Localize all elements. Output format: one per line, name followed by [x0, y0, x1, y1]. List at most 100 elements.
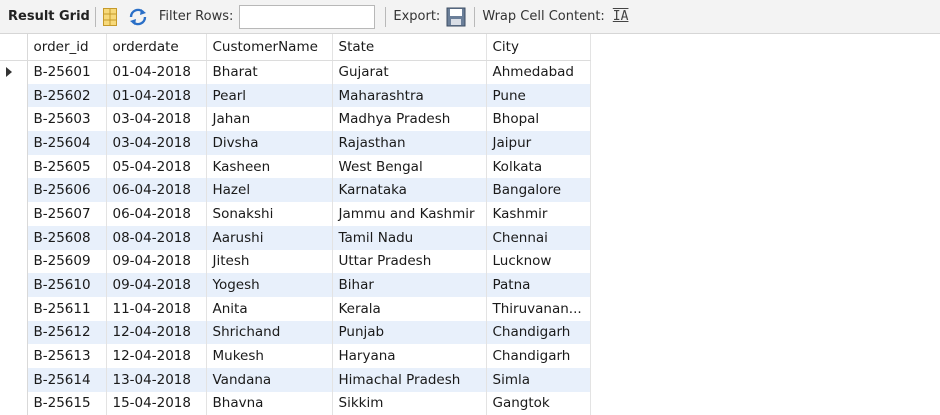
cell-state[interactable]: Tamil Nadu — [332, 225, 487, 250]
row-indicator[interactable] — [0, 344, 28, 368]
column-header-customername[interactable]: CustomerName — [206, 34, 333, 61]
cell-orderdate[interactable]: 06-04-2018 — [106, 202, 207, 226]
cell-customername[interactable]: Bhavna — [206, 391, 333, 415]
row-indicator[interactable] — [0, 296, 28, 321]
row-indicator[interactable] — [0, 367, 28, 392]
cell-order-id[interactable]: B-25614 — [27, 367, 107, 392]
refresh-icon[interactable] — [127, 8, 149, 26]
cell-state[interactable]: Madhya Pradesh — [332, 107, 487, 132]
cell-customername[interactable]: Vandana — [206, 367, 333, 392]
row-indicator[interactable] — [0, 249, 28, 274]
cell-order-id[interactable]: B-25605 — [27, 154, 107, 179]
cell-order-id[interactable]: B-25609 — [27, 249, 107, 274]
table-row[interactable]: B-25615 15-04-2018 Bhavna Sikkim Gangtok — [0, 391, 591, 415]
row-indicator[interactable] — [0, 154, 28, 179]
cell-orderdate[interactable]: 01-04-2018 — [106, 60, 207, 84]
table-row[interactable]: B-25612 12-04-2018 Shrichand Punjab Chandiga… — [0, 320, 591, 345]
cell-customername[interactable]: Divsha — [206, 131, 333, 155]
cell-customername[interactable]: Pearl — [206, 83, 333, 108]
cell-customername[interactable]: Sonakshi — [206, 202, 333, 226]
row-indicator[interactable] — [0, 202, 28, 226]
cell-orderdate[interactable]: 06-04-2018 — [106, 178, 207, 203]
row-indicator[interactable] — [0, 131, 28, 155]
cell-order-id[interactable]: B-25612 — [27, 320, 107, 345]
row-indicator[interactable] — [0, 273, 28, 297]
table-row[interactable]: B-25605 05-04-2018 Kasheen West Bengal Kolka… — [0, 154, 591, 179]
column-header-order-id[interactable]: order_id — [27, 34, 107, 61]
cell-state[interactable]: Himachal Pradesh — [332, 367, 487, 392]
cell-customername[interactable]: Mukesh — [206, 344, 333, 368]
cell-city[interactable]: Kolkata — [486, 154, 591, 179]
filter-rows-input[interactable] — [239, 4, 376, 29]
cell-customername[interactable]: Shrichand — [206, 320, 333, 345]
cell-orderdate[interactable]: 12-04-2018 — [106, 344, 207, 368]
table-row[interactable]: B-25603 03-04-2018 Jahan Madhya Pradesh Bhop… — [0, 107, 591, 132]
cell-order-id[interactable]: B-25615 — [27, 391, 107, 415]
cell-order-id[interactable]: B-25608 — [27, 225, 107, 250]
table-row[interactable]: B-25602 01-04-2018 Pearl Maharashtra Pune — [0, 83, 591, 108]
cell-state[interactable]: Sikkim — [332, 391, 487, 415]
row-indicator[interactable] — [0, 178, 28, 203]
table-row[interactable]: B-25608 08-04-2018 Aarushi Tamil Nadu Chenna… — [0, 225, 591, 250]
cell-orderdate[interactable]: 03-04-2018 — [106, 107, 207, 132]
cell-order-id[interactable]: B-25607 — [27, 202, 107, 226]
table-row[interactable]: B-25601 01-04-2018 Bharat Gujarat Ahmedabad — [0, 60, 591, 84]
cell-orderdate[interactable]: 12-04-2018 — [106, 320, 207, 345]
cell-state[interactable]: Kerala — [332, 296, 487, 321]
cell-customername[interactable]: Hazel — [206, 178, 333, 203]
table-row[interactable]: B-25614 13-04-2018 Vandana Himachal Pradesh… — [0, 367, 591, 392]
cell-city[interactable]: Bangalore — [486, 178, 591, 203]
cell-orderdate[interactable]: 09-04-2018 — [106, 249, 207, 274]
cell-state[interactable]: West Bengal — [332, 154, 487, 179]
table-row[interactable]: B-25611 11-04-2018 Anita Kerala Thiruvanan..… — [0, 296, 591, 321]
wrap-cell-icon[interactable]: IA — [612, 9, 629, 24]
cell-state[interactable]: Karnataka — [332, 178, 487, 203]
cell-customername[interactable]: Kasheen — [206, 154, 333, 179]
cell-customername[interactable]: Jahan — [206, 107, 333, 132]
export-icon[interactable] — [446, 7, 466, 27]
cell-order-id[interactable]: B-25611 — [27, 296, 107, 321]
cell-orderdate[interactable]: 15-04-2018 — [106, 391, 207, 415]
cell-state[interactable]: Haryana — [332, 344, 487, 368]
table-row[interactable]: B-25606 06-04-2018 Hazel Karnataka Bangalore — [0, 178, 591, 203]
cell-order-id[interactable]: B-25602 — [27, 83, 107, 108]
cell-state[interactable]: Rajasthan — [332, 131, 487, 155]
table-row[interactable]: B-25609 09-04-2018 Jitesh Uttar Pradesh Luck… — [0, 249, 591, 274]
row-indicator[interactable] — [0, 320, 28, 345]
cell-city[interactable]: Kashmir — [486, 202, 591, 226]
cell-city[interactable]: Thiruvanan... — [486, 296, 591, 321]
cell-orderdate[interactable]: 09-04-2018 — [106, 273, 207, 297]
cell-city[interactable]: Chennai — [486, 225, 591, 250]
cell-orderdate[interactable]: 05-04-2018 — [106, 154, 207, 179]
cell-order-id[interactable]: B-25604 — [27, 131, 107, 155]
table-row[interactable]: B-25607 06-04-2018 Sonakshi Jammu and Kashm… — [0, 202, 591, 226]
cell-city[interactable]: Ahmedabad — [486, 60, 591, 84]
cell-city[interactable]: Patna — [486, 273, 591, 297]
cell-customername[interactable]: Anita — [206, 296, 333, 321]
cell-orderdate[interactable]: 08-04-2018 — [106, 225, 207, 250]
row-indicator[interactable] — [0, 225, 28, 250]
cell-customername[interactable]: Bharat — [206, 60, 333, 84]
row-indicator[interactable] — [0, 391, 28, 415]
column-header-city[interactable]: City — [486, 34, 591, 61]
table-row[interactable]: B-25613 12-04-2018 Mukesh Haryana Chandigarh — [0, 344, 591, 368]
row-indicator[interactable] — [0, 60, 28, 84]
cell-orderdate[interactable]: 01-04-2018 — [106, 83, 207, 108]
cell-state[interactable]: Bihar — [332, 273, 487, 297]
cell-orderdate[interactable]: 13-04-2018 — [106, 367, 207, 392]
table-row[interactable]: B-25610 09-04-2018 Yogesh Bihar Patna — [0, 273, 591, 297]
cell-customername[interactable]: Yogesh — [206, 273, 333, 297]
grid-icon[interactable] — [102, 7, 117, 26]
row-indicator[interactable] — [0, 107, 28, 132]
row-indicator[interactable] — [0, 83, 28, 108]
cell-city[interactable]: Pune — [486, 83, 591, 108]
cell-orderdate[interactable]: 11-04-2018 — [106, 296, 207, 321]
cell-state[interactable]: Jammu and Kashmir — [332, 202, 487, 226]
cell-orderdate[interactable]: 03-04-2018 — [106, 131, 207, 155]
table-row[interactable]: B-25604 03-04-2018 Divsha Rajasthan Jaipur — [0, 131, 591, 155]
cell-customername[interactable]: Jitesh — [206, 249, 333, 274]
cell-city[interactable]: Gangtok — [486, 391, 591, 415]
cell-city[interactable]: Jaipur — [486, 131, 591, 155]
column-header-state[interactable]: State — [332, 34, 487, 61]
cell-city[interactable]: Lucknow — [486, 249, 591, 274]
